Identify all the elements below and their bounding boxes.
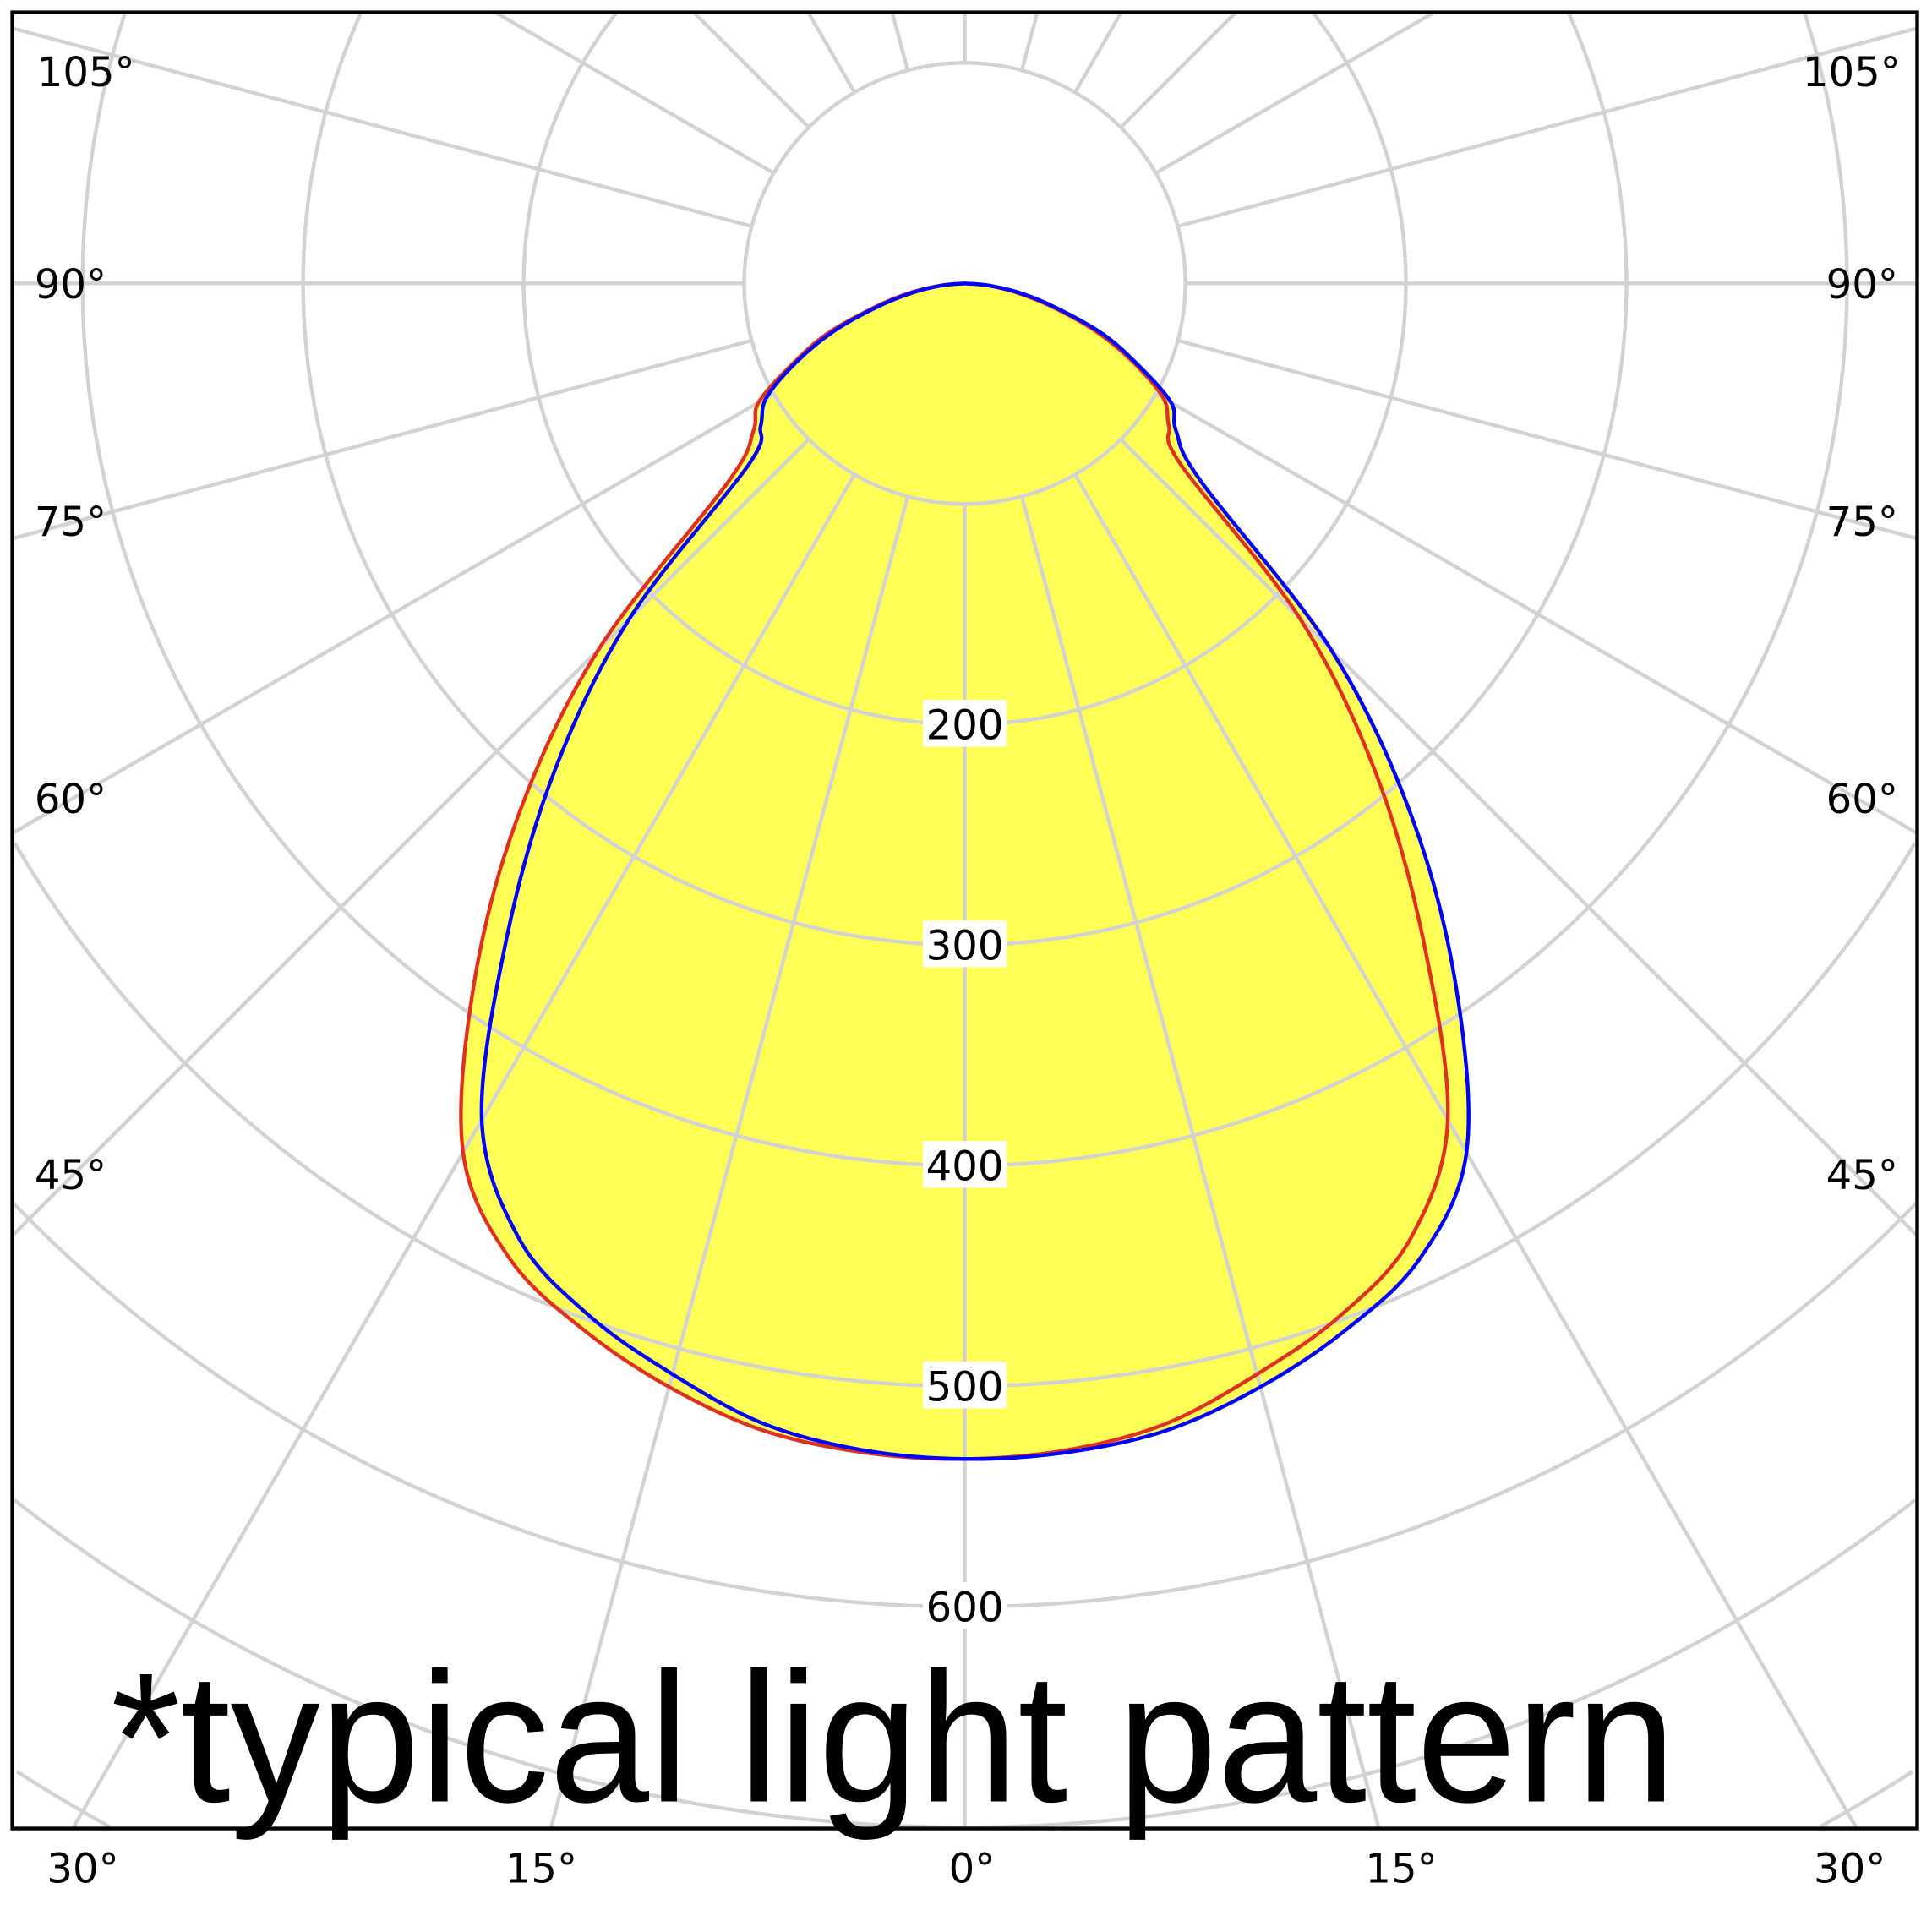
grid-spoke [1073,12,1123,94]
angle-label: 0° [949,1846,996,1893]
grid-spoke [494,12,775,175]
grid-spoke [1154,12,1436,175]
grid-spoke [1177,338,1918,541]
angle-label: 45° [1826,1152,1898,1199]
grid-ring [80,14,1849,1168]
grid-ring [13,842,1917,1389]
grid-spoke [1154,391,1918,835]
angle-label: 15° [505,1846,577,1893]
grid-spoke [692,12,810,129]
angle-label: 30° [1814,1846,1886,1893]
tick-label-bg [922,1581,1007,1629]
grid-ring [301,14,1629,947]
angle-label: 75° [1826,499,1898,546]
grid-ring [15,1770,1914,1829]
tick-label-bg [922,1141,1007,1188]
grid-ring [521,12,1408,727]
angle-label: 105° [37,49,135,96]
plot-frame [10,10,1919,1831]
grid-spoke [12,26,753,228]
grid-spoke [1019,12,1040,71]
angle-label: 90° [35,261,106,308]
tick-label-bg [922,700,1007,747]
grid-ring [13,1498,1917,1829]
grid-ring [12,1201,1918,1609]
angle-label: 60° [35,776,106,823]
angle-label: 60° [1826,776,1898,823]
radial-tick-label: 600 [926,1585,1004,1632]
radial-tick-label: 400 [926,1143,1004,1191]
angle-label: 105° [1803,49,1901,96]
grid-spoke [1177,26,1918,228]
grid-spoke [12,438,810,1237]
radial-tick-label: 500 [926,1364,1004,1411]
radial-tick-label: 200 [926,702,1004,750]
grid-spoke [1119,12,1237,129]
intensity-curves [459,281,1471,1461]
angle-label: 45° [35,1152,106,1199]
grid-spoke [12,338,753,541]
grid-spoke [1019,495,1381,1829]
tick-label-bg [922,1361,1007,1409]
radial-tick-label: 300 [926,923,1004,970]
grid-spoke [890,12,910,71]
grid-spoke [1119,438,1918,1237]
grid-spoke [806,12,856,94]
intensity-curve-2 [479,281,1471,1461]
tick-label-bg [922,920,1007,968]
grid-spoke [12,391,775,835]
angle-label: 30° [46,1846,118,1893]
radial-tick-labels: 200 300 400 500 600 [922,700,1007,1632]
angle-labels: 105° 90° 75° 60° 45° 30° 15° 15° 30° 45° 60° 75° 90°… [35,49,1901,1893]
grid-spoke [548,495,910,1829]
polar-grid [12,12,1918,1829]
angle-label: 15° [1365,1846,1437,1893]
angle-label: 75° [35,499,106,546]
angle-label: 90° [1826,261,1898,308]
chart-title: *typical light pattern [111,1635,1676,1841]
